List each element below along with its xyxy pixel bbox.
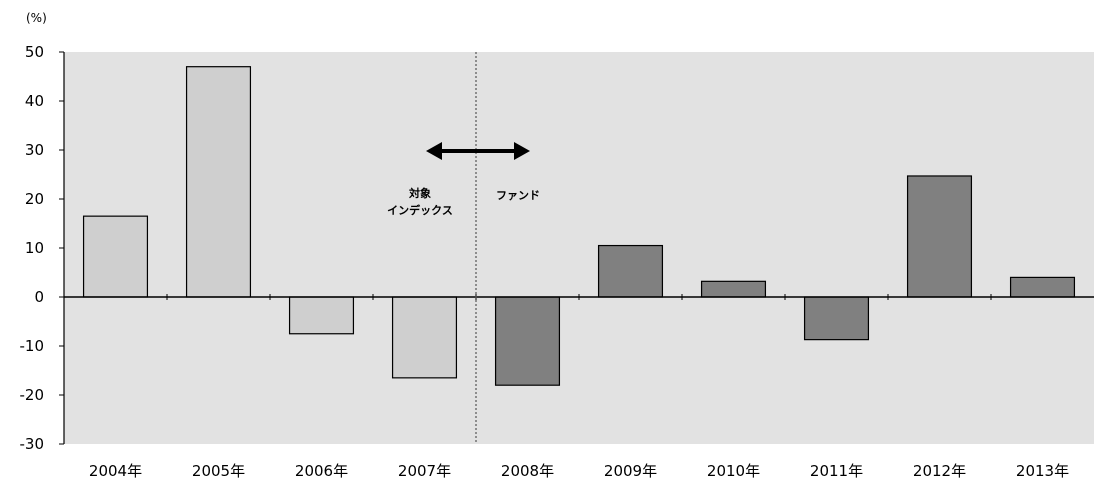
x-tick-label-2009年: 2009年 <box>604 462 657 480</box>
x-tick-label-2010年: 2010年 <box>707 462 760 480</box>
bar-2004年 <box>82 215 149 298</box>
y-tick-label-10: 10 <box>25 239 44 257</box>
bar-2009年 <box>597 244 664 298</box>
annotation-index-line1: 対象 <box>408 186 431 200</box>
x-tick-label-2007年: 2007年 <box>398 462 451 480</box>
y-tick-label-20: 20 <box>25 190 44 208</box>
x-tick-label-2006年: 2006年 <box>295 462 348 480</box>
y-tick-label--20: -20 <box>20 386 45 404</box>
bar-2013年 <box>1009 276 1076 298</box>
y-tick-label-40: 40 <box>25 92 44 110</box>
y-tick-label-0: 0 <box>34 288 44 306</box>
bar-2010年 <box>700 280 767 298</box>
y-axis-unit-label: (%) <box>26 11 47 25</box>
double-arrow-icon <box>426 142 530 160</box>
bar-2011年 <box>803 296 870 341</box>
bar-2012年 <box>906 175 973 298</box>
bar-2007年 <box>391 296 458 379</box>
annotation-index-line2: インデックス <box>387 203 453 217</box>
x-tick-label-2008年: 2008年 <box>501 462 554 480</box>
y-tick-label--10: -10 <box>20 337 45 355</box>
x-tick-label-2004年: 2004年 <box>89 462 142 480</box>
y-tick-label-50: 50 <box>25 43 44 61</box>
annotation-fund: ファンド <box>496 189 540 202</box>
y-tick-label-30: 30 <box>25 141 44 159</box>
x-tick-label-2013年: 2013年 <box>1016 462 1069 480</box>
bar-2005年 <box>185 66 252 298</box>
y-tick-label--30: -30 <box>20 435 45 453</box>
bar-2006年 <box>288 296 355 335</box>
x-tick-label-2005年: 2005年 <box>192 462 245 480</box>
x-tick-label-2012年: 2012年 <box>913 462 966 480</box>
bar-2008年 <box>494 296 561 386</box>
x-tick-label-2011年: 2011年 <box>810 462 863 480</box>
